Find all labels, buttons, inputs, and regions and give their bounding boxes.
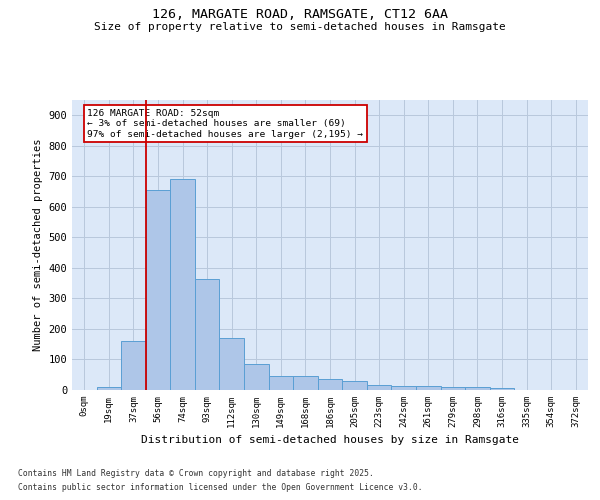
Bar <box>440 387 465 390</box>
Y-axis label: Number of semi-detached properties: Number of semi-detached properties <box>33 138 43 352</box>
Bar <box>318 380 342 390</box>
Bar <box>121 341 146 390</box>
X-axis label: Distribution of semi-detached houses by size in Ramsgate: Distribution of semi-detached houses by … <box>141 436 519 446</box>
Bar <box>367 386 391 390</box>
Bar <box>244 364 269 390</box>
Bar <box>416 386 440 390</box>
Text: Contains public sector information licensed under the Open Government Licence v3: Contains public sector information licen… <box>18 484 422 492</box>
Bar <box>220 338 244 390</box>
Bar <box>195 278 220 390</box>
Bar <box>293 376 318 390</box>
Text: Size of property relative to semi-detached houses in Ramsgate: Size of property relative to semi-detach… <box>94 22 506 32</box>
Bar <box>269 376 293 390</box>
Bar <box>146 190 170 390</box>
Bar <box>97 387 121 390</box>
Bar <box>490 388 514 390</box>
Text: 126 MARGATE ROAD: 52sqm
← 3% of semi-detached houses are smaller (69)
97% of sem: 126 MARGATE ROAD: 52sqm ← 3% of semi-det… <box>88 108 364 138</box>
Bar <box>391 386 416 390</box>
Text: Contains HM Land Registry data © Crown copyright and database right 2025.: Contains HM Land Registry data © Crown c… <box>18 468 374 477</box>
Bar <box>465 387 490 390</box>
Text: 126, MARGATE ROAD, RAMSGATE, CT12 6AA: 126, MARGATE ROAD, RAMSGATE, CT12 6AA <box>152 8 448 20</box>
Bar <box>170 180 195 390</box>
Bar <box>342 381 367 390</box>
